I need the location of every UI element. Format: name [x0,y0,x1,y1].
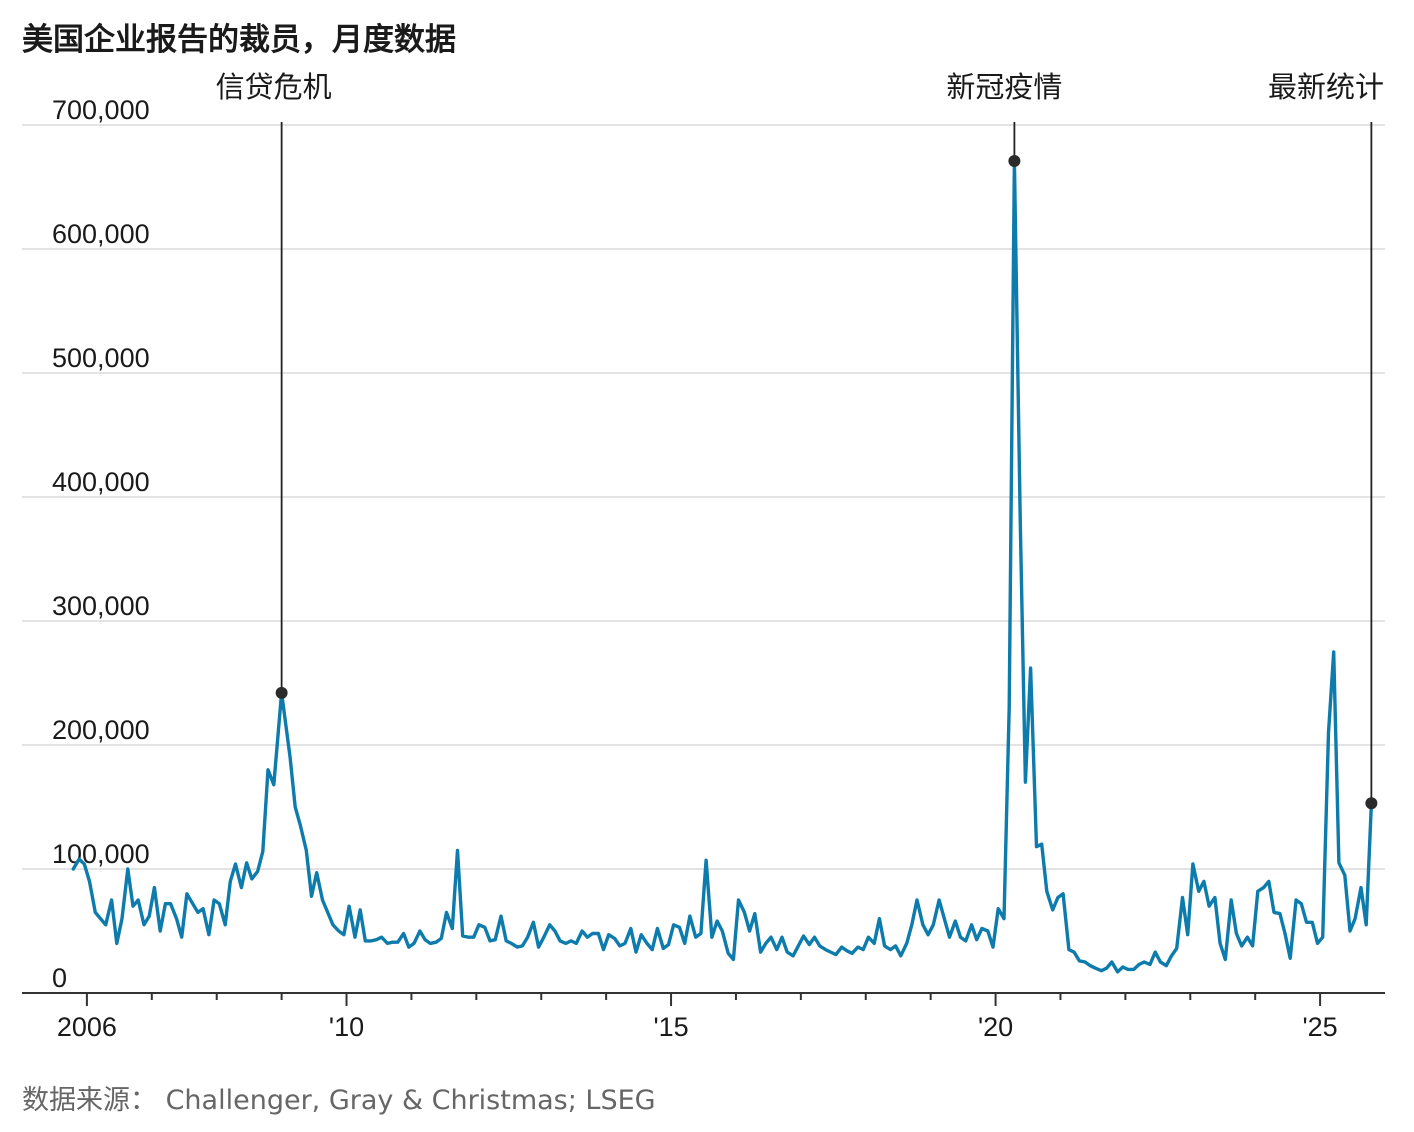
annotation-labels: 信贷危机 新冠疫情 最新统计 [216,70,1384,104]
chart-title: 美国企业报告的裁员，月度数据 [22,22,456,58]
x-axis [22,992,1385,1006]
annotation-dot [1008,154,1021,167]
annotation-label: 最新统计 [1268,70,1384,104]
annotation-dot [275,686,288,699]
y-tick-label: 100,000 [52,839,150,869]
series-line-layoffs [71,159,1374,974]
y-tick-label: 300,000 [52,591,150,621]
y-tick-label: 500,000 [52,343,150,373]
y-tick-label: 0 [52,963,67,993]
x-tick-label: '20 [978,1012,1013,1042]
x-tick-label: '10 [329,1012,364,1042]
chart-source: 数据来源： Challenger, Gray & Christmas; LSEG [22,1085,656,1116]
x-tick-label: 2006 [57,1012,117,1042]
annotation-dots [275,154,1378,810]
y-tick-label: 700,000 [52,95,150,125]
annotation-label: 信贷危机 [216,70,332,104]
annotation-lines [280,122,1373,804]
gridlines [22,124,1385,870]
annotation-dot [1365,797,1378,810]
x-tick-label: '15 [653,1012,688,1042]
series-layer [71,159,1374,974]
annotation-label: 新冠疫情 [946,70,1062,104]
x-tick-label: '25 [1303,1012,1338,1042]
y-tick-label: 600,000 [52,219,150,249]
x-axis-tick-labels: 2006 '10 '15 '20 '25 [57,1012,1338,1042]
y-tick-label: 400,000 [52,467,150,497]
y-axis-tick-labels: 0 100,000 200,000 300,000 400,000 500,000 600,… [52,95,150,993]
y-tick-label: 200,000 [52,715,150,745]
